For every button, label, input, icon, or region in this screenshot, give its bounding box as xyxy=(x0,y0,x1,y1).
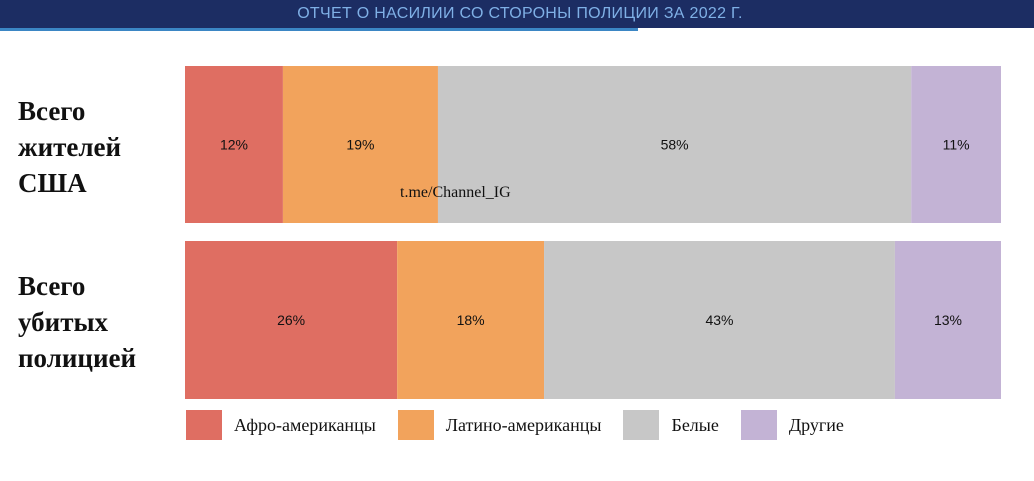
bar-segment xyxy=(911,66,1001,223)
watermark-text: t.me/Channel_IG xyxy=(400,184,511,201)
bar-segment xyxy=(894,241,1001,399)
header-banner: ОТЧЕТ О НАСИЛИИ СО СТОРОНЫ ПОЛИЦИИ ЗА 20… xyxy=(0,0,1034,28)
legend-label: Другие xyxy=(788,414,844,435)
legend-item: Белые xyxy=(623,410,719,440)
header-accent-line xyxy=(0,28,638,31)
data-label: 58% xyxy=(661,137,689,153)
bar-segment xyxy=(185,241,398,399)
legend-label: Белые xyxy=(671,414,719,435)
chart-legend: Афро-американцы Латино-американцы Белые Дру… xyxy=(186,410,866,440)
legend-item: Латино-американцы xyxy=(397,410,602,440)
data-label: 13% xyxy=(934,312,962,328)
legend-swatch xyxy=(740,410,777,440)
chart-title: ОТЧЕТ О НАСИЛИИ СО СТОРОНЫ ПОЛИЦИИ ЗА 20… xyxy=(297,5,743,22)
legend-swatch xyxy=(186,410,222,440)
data-label: 19% xyxy=(346,137,374,153)
data-label: 26% xyxy=(277,312,305,328)
category-label-line: жителей xyxy=(18,132,122,162)
legend-item: Афро-американцы xyxy=(186,410,376,440)
category-label-line: убитых xyxy=(18,307,109,337)
data-label: 11% xyxy=(943,137,970,153)
category-label-line: Всего xyxy=(18,271,86,301)
legend-label: Латино-американцы xyxy=(445,414,602,435)
data-label: 43% xyxy=(705,312,733,328)
legend-label: Афро-американцы xyxy=(234,414,376,435)
category-label-line: США xyxy=(18,168,87,198)
bar-segment xyxy=(185,66,283,223)
category-label-residents: Всего жителей США xyxy=(18,93,183,201)
category-label-killed: Всего убитых полицией xyxy=(18,268,183,376)
bar-segment xyxy=(544,241,895,399)
legend-swatch xyxy=(397,410,434,440)
category-label-line: Всего xyxy=(18,96,86,126)
data-label: 12% xyxy=(220,137,248,153)
data-label: 18% xyxy=(457,312,485,328)
legend-swatch xyxy=(623,410,660,440)
bar-segment xyxy=(282,66,438,223)
legend-item: Другие xyxy=(740,410,844,440)
category-label-line: полицией xyxy=(18,343,137,373)
bar-segment xyxy=(437,66,912,223)
bar-segment xyxy=(397,241,545,399)
